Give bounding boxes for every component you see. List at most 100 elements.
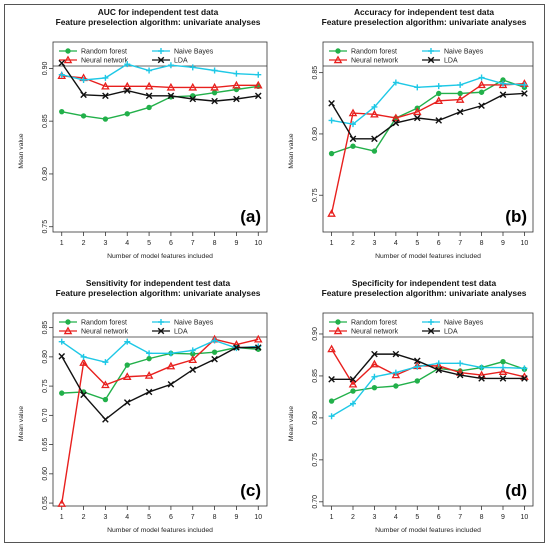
series-line	[61, 63, 259, 81]
data-point	[435, 360, 442, 367]
x-tick-label: 9	[234, 240, 238, 247]
chart-title: Specificity for independent test data	[352, 278, 497, 288]
chart-title: Accuracy for independent test data	[354, 7, 494, 17]
x-tick-label: 10	[521, 240, 529, 247]
data-point	[348, 379, 358, 388]
data-point	[478, 102, 485, 110]
data-point	[211, 97, 218, 105]
legend-label: Neural network	[351, 58, 399, 65]
data-point	[350, 121, 356, 128]
y-tick-label: 0.80	[42, 350, 49, 364]
data-point	[371, 148, 378, 154]
legend-marker	[427, 56, 435, 64]
y-tick-label: 0.75	[312, 453, 319, 467]
legend: Random forest Naive Bayes Neural network LD…	[59, 48, 214, 65]
data-point	[371, 384, 378, 391]
data-point	[189, 366, 197, 374]
data-point	[392, 350, 400, 358]
legend-label: Naive Bayes	[174, 320, 214, 327]
data-point	[328, 413, 335, 420]
data-point	[498, 80, 508, 89]
legend-marker	[63, 326, 73, 335]
y-axis-label: Mean value	[288, 406, 295, 441]
x-tick-label: 3	[372, 240, 376, 247]
x-tick-label: 4	[125, 240, 129, 247]
series-line	[61, 346, 259, 401]
x-tick-label: 2	[82, 240, 86, 247]
data-point	[146, 104, 152, 111]
series-line	[61, 339, 259, 363]
x-tick-label: 10	[521, 514, 529, 521]
data-point	[434, 96, 444, 105]
data-point	[253, 80, 263, 89]
data-point	[80, 391, 87, 399]
data-point	[414, 84, 421, 91]
x-tick-label: 7	[191, 514, 195, 521]
legend-label: Naive Bayes	[174, 49, 214, 56]
data-point	[57, 499, 67, 507]
legend-marker	[333, 326, 343, 335]
legend-label: LDA	[444, 58, 458, 65]
data-point	[123, 399, 131, 406]
legend-label: Random forest	[81, 49, 127, 56]
y-tick-label: 0.55	[42, 496, 49, 510]
y-tick-label: 0.80	[42, 167, 49, 181]
data-point	[102, 359, 109, 366]
data-point	[123, 87, 131, 94]
data-point	[146, 355, 152, 362]
data-point	[370, 109, 379, 118]
data-point	[327, 209, 336, 217]
x-axis-label: Number of model features included	[107, 253, 213, 260]
panel-letter: (d)	[505, 481, 527, 500]
data-point	[253, 334, 263, 343]
data-point	[349, 375, 357, 383]
data-point	[392, 79, 399, 86]
data-point	[80, 91, 87, 99]
data-point	[211, 67, 218, 74]
series-lda	[328, 90, 528, 143]
data-point	[211, 355, 218, 363]
plot-area	[52, 41, 268, 233]
data-point	[254, 92, 262, 100]
data-point	[413, 114, 421, 122]
data-point	[457, 90, 463, 97]
data-point	[350, 400, 356, 407]
data-point	[456, 371, 464, 379]
data-point	[59, 108, 65, 115]
data-point	[500, 80, 506, 87]
x-tick-label: 5	[415, 514, 419, 521]
data-point	[102, 396, 109, 403]
chart-panel-4: Specificity for independent test dataFea…	[288, 278, 534, 534]
series-line	[331, 79, 525, 155]
legend-label: Random forest	[351, 320, 397, 327]
data-point	[328, 375, 335, 383]
x-tick-label: 8	[213, 514, 217, 521]
panel-letter: (c)	[240, 481, 261, 500]
x-tick-label: 10	[254, 514, 262, 521]
x-axis-label: Number of model features included	[375, 253, 481, 260]
legend-marker	[157, 327, 165, 335]
legend-marker	[63, 55, 73, 64]
series-line	[61, 338, 259, 504]
data-point	[232, 80, 241, 89]
x-tick-label: 2	[82, 514, 86, 521]
chart-title: AUC for independent test data	[98, 7, 219, 17]
x-tick-label: 5	[147, 240, 151, 247]
data-point	[391, 370, 401, 379]
legend-label: Neural network	[81, 58, 129, 65]
x-tick-label: 9	[501, 240, 505, 247]
data-point	[167, 381, 175, 388]
data-point	[393, 383, 399, 389]
series-line	[61, 62, 259, 102]
data-point	[436, 90, 442, 97]
data-point	[79, 358, 88, 366]
x-tick-label: 7	[458, 240, 462, 247]
legend-label: LDA	[174, 58, 188, 65]
x-tick-label: 2	[351, 514, 355, 521]
x-tick-label: 4	[394, 514, 398, 521]
data-point	[233, 95, 240, 103]
legend-marker	[158, 48, 164, 54]
series-neural-network	[57, 334, 263, 507]
